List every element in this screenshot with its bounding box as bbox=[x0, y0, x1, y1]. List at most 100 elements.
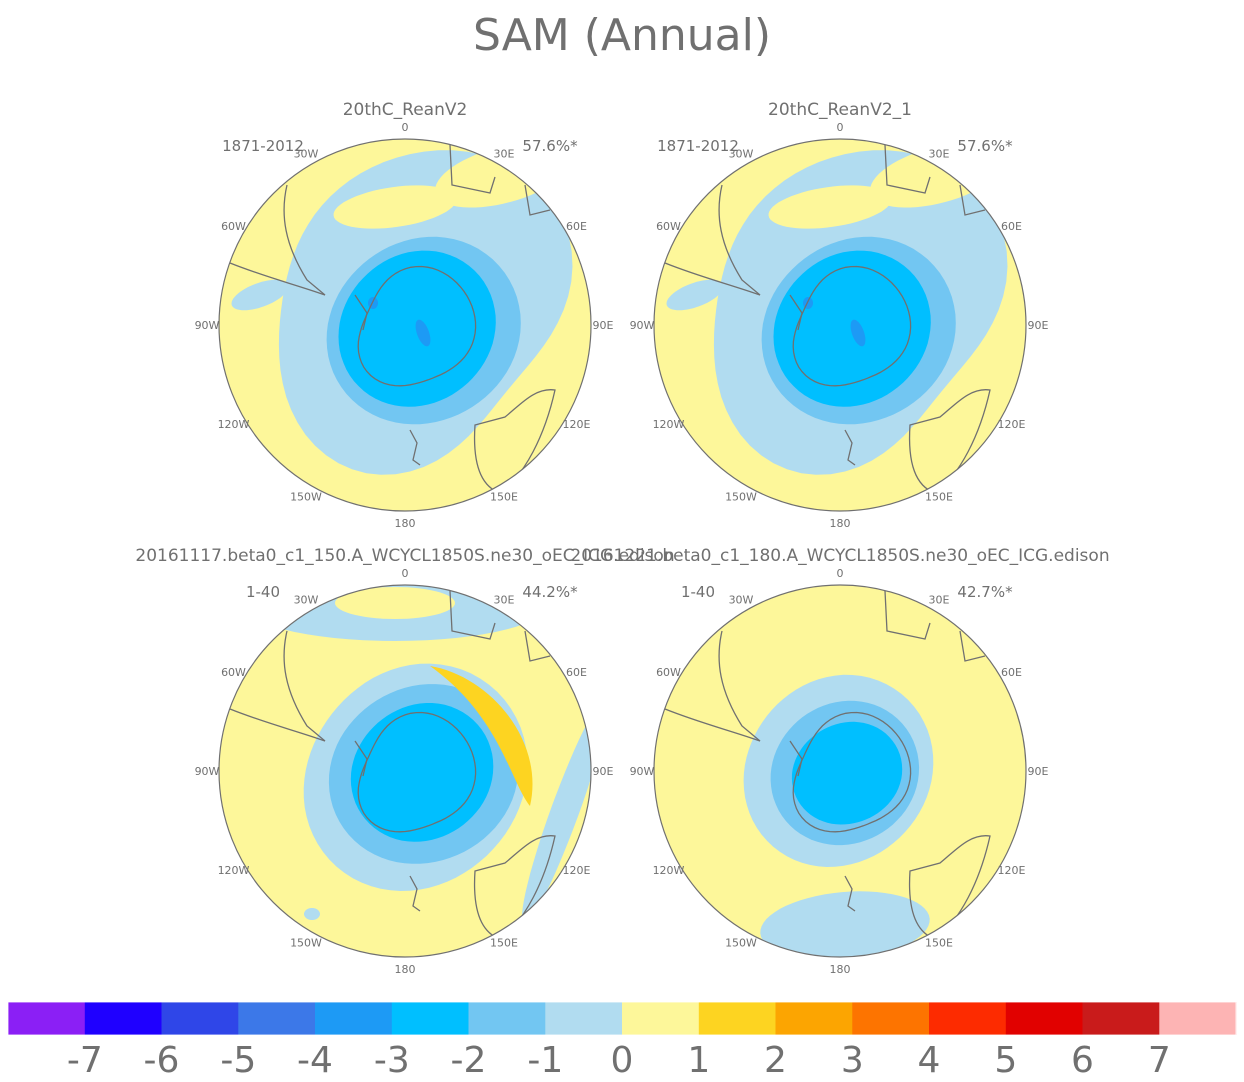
panel-period: 1871-2012 bbox=[222, 137, 304, 155]
colorbar-tick-label: 7 bbox=[1148, 1040, 1171, 1081]
contour-level-0 bbox=[768, 185, 892, 229]
colorbar-tick-label: -4 bbox=[297, 1040, 333, 1081]
panel-period: 1-40 bbox=[681, 583, 715, 601]
colorbar-tick-label: 2 bbox=[764, 1040, 787, 1081]
colorbar-swatch bbox=[698, 1002, 777, 1035]
longitude-label: 60E bbox=[566, 666, 587, 679]
longitude-label: 90E bbox=[593, 765, 614, 778]
panel-variance: 57.6%* bbox=[522, 137, 578, 155]
longitude-label: 150W bbox=[290, 491, 322, 504]
colorbar-swatch bbox=[622, 1002, 700, 1035]
longitude-label: 120W bbox=[653, 864, 685, 877]
contour-fill bbox=[654, 585, 1026, 957]
contour-level-0 bbox=[335, 587, 455, 619]
longitude-label: 180 bbox=[395, 963, 416, 976]
map-boundary bbox=[653, 138, 1027, 512]
map-panel: 0 30E 60E 90E 120E 150E 180 150W 120W 90W 60W 30W 20… bbox=[630, 100, 1049, 530]
longitude-label: 60W bbox=[221, 220, 246, 233]
longitude-label: 30E bbox=[929, 594, 950, 607]
longitude-label: 120E bbox=[563, 864, 591, 877]
map-panel: 0 30E 60E 90E 120E 150E 180 150W 120W 90W 60W 30W 20… bbox=[195, 100, 614, 530]
longitude-label: 30W bbox=[729, 148, 754, 161]
longitude-label: 30E bbox=[494, 148, 515, 161]
panel-variance: 57.6%* bbox=[957, 137, 1013, 155]
colorbar-frame bbox=[7, 1001, 1237, 1036]
panel-title: 20thC_ReanV2_1 bbox=[768, 100, 912, 120]
figure-title: SAM (Annual) bbox=[473, 10, 771, 61]
colorbar-swatch bbox=[1005, 1002, 1084, 1035]
colorbar-tick-label: -3 bbox=[374, 1040, 410, 1081]
map-boundary bbox=[653, 584, 1027, 958]
longitude-label: 120W bbox=[218, 418, 250, 431]
longitude-label: 30W bbox=[294, 148, 319, 161]
longitude-label: 90E bbox=[1028, 319, 1049, 332]
panel-period: 1871-2012 bbox=[657, 137, 739, 155]
map-panels: 0 30E 60E 90E 120E 150E 180 150W 120W 90W 60W 30W 20… bbox=[135, 100, 1109, 976]
longitude-label: 150E bbox=[490, 491, 518, 504]
map-boundary bbox=[218, 584, 592, 958]
colorbar-swatch bbox=[468, 1002, 546, 1035]
colorbar-tick-label: -1 bbox=[527, 1040, 563, 1081]
colorbar-swatch bbox=[852, 1002, 930, 1035]
contour-fill bbox=[219, 585, 591, 957]
colorbar-swatch bbox=[391, 1002, 470, 1035]
colorbar-swatch bbox=[315, 1002, 393, 1035]
contour-level-minus1 bbox=[521, 698, 591, 924]
colorbar-tick-label: 3 bbox=[841, 1040, 864, 1081]
longitude-label: 30E bbox=[494, 594, 515, 607]
contour-level-minus1 bbox=[760, 891, 930, 957]
contour-fill bbox=[219, 139, 591, 511]
colorbar-tick-label: 6 bbox=[1071, 1040, 1094, 1081]
longitude-label: 150E bbox=[925, 937, 953, 950]
longitude-label: 0 bbox=[837, 121, 844, 134]
colorbar: -7 -6 -5 -4 -3 -2 -1 0 1 2 3 4 5 6 7 bbox=[7, 1001, 1237, 1081]
longitude-label: 90W bbox=[195, 319, 220, 332]
longitude-label: 150W bbox=[290, 937, 322, 950]
contour-level-minus3 bbox=[350, 703, 494, 842]
colorbar-swatch bbox=[84, 1002, 163, 1035]
longitude-label: 120E bbox=[998, 418, 1026, 431]
panel-variance: 44.2%* bbox=[522, 583, 578, 601]
contour-level-minus1 bbox=[304, 908, 320, 920]
longitude-label: 0 bbox=[837, 567, 844, 580]
longitude-label: 90E bbox=[1028, 765, 1049, 778]
longitude-label: 90W bbox=[630, 319, 655, 332]
longitude-label: 90E bbox=[593, 319, 614, 332]
colorbar-swatch bbox=[238, 1002, 316, 1035]
panel-variance: 42.7%* bbox=[957, 583, 1013, 601]
longitude-label: 30E bbox=[929, 148, 950, 161]
contour-level-minus3 bbox=[791, 721, 903, 825]
longitude-label: 30W bbox=[294, 594, 319, 607]
colorbar-swatch bbox=[161, 1002, 239, 1035]
longitude-label: 90W bbox=[630, 765, 655, 778]
longitude-label: 120E bbox=[998, 864, 1026, 877]
colorbar-swatch bbox=[929, 1002, 1007, 1035]
colorbar-tick-label: 5 bbox=[994, 1040, 1017, 1081]
colorbar-swatch bbox=[545, 1002, 623, 1035]
colorbar-tick-label: 1 bbox=[687, 1040, 710, 1081]
coastlines bbox=[664, 144, 991, 494]
longitude-label: 60E bbox=[566, 220, 587, 233]
contour-level-minus4 bbox=[415, 319, 431, 347]
longitude-label: 120E bbox=[563, 418, 591, 431]
panel-title: 20161117.beta0_c1_150.A_WCYCL1850S.ne30_… bbox=[135, 546, 674, 566]
map-panel: 0 30E 60E 90E 120E 150E 180 150W 120W 90W 60W 30W 20… bbox=[570, 546, 1109, 976]
contour-level-minus1 bbox=[666, 279, 724, 311]
longitude-label: 150W bbox=[725, 937, 757, 950]
longitude-label: 60W bbox=[221, 666, 246, 679]
contour-level-0 bbox=[333, 185, 457, 229]
panel-title: 20161221.beta0_c1_180.A_WCYCL1850S.ne30_… bbox=[570, 546, 1109, 566]
longitude-label: 120W bbox=[653, 418, 685, 431]
longitude-label: 150E bbox=[490, 937, 518, 950]
longitude-label: 150E bbox=[925, 491, 953, 504]
longitude-label: 90W bbox=[195, 765, 220, 778]
longitude-label: 120W bbox=[218, 864, 250, 877]
panel-title: 20thC_ReanV2 bbox=[343, 100, 468, 120]
longitude-label: 30W bbox=[729, 594, 754, 607]
colorbar-tick-label: 4 bbox=[918, 1040, 941, 1081]
colorbar-swatch bbox=[8, 1002, 86, 1035]
longitude-label: 60W bbox=[656, 220, 681, 233]
contour-level-1 bbox=[430, 666, 533, 806]
longitude-label: 180 bbox=[395, 517, 416, 530]
